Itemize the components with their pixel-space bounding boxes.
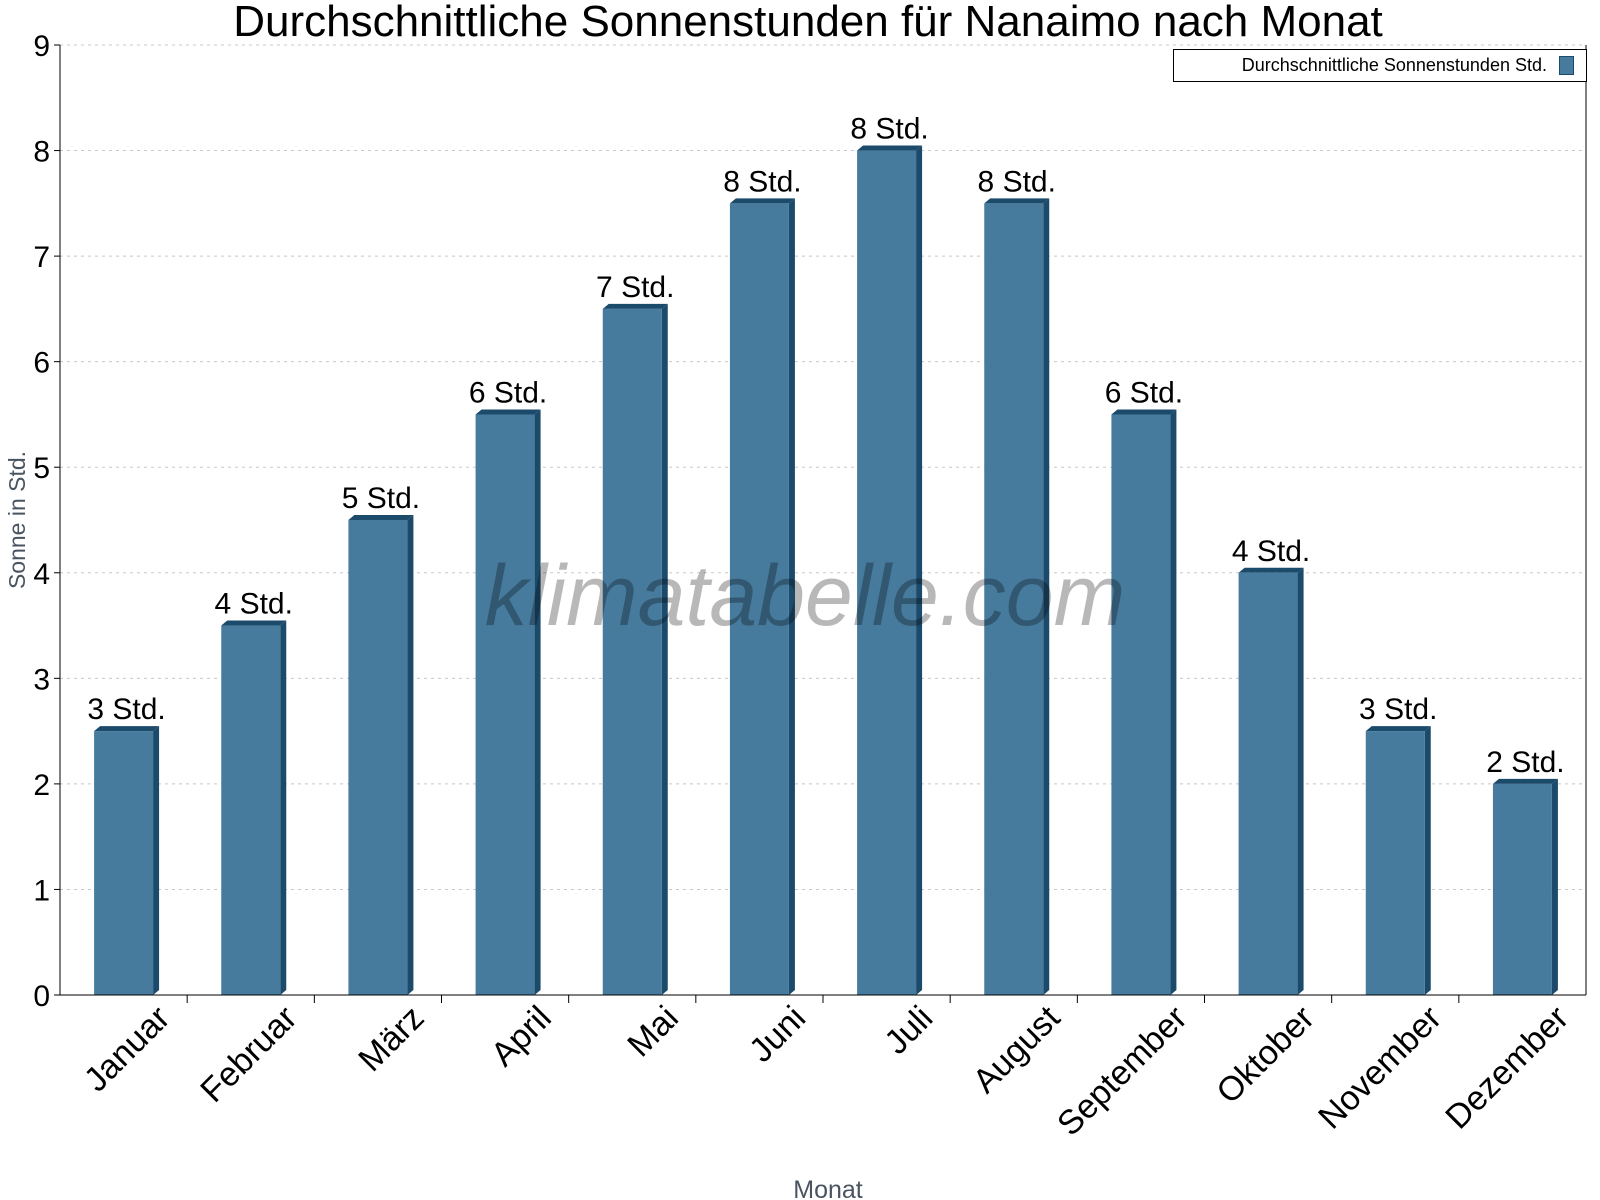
y-tick-label: 9	[33, 30, 50, 63]
bar-top	[602, 303, 668, 309]
data-label: 6 Std.	[1105, 376, 1183, 409]
bar-top	[475, 409, 541, 415]
y-tick-label: 8	[33, 136, 50, 169]
bar-group: 3 Std.	[87, 693, 166, 995]
bar-top	[984, 198, 1050, 204]
x-tick-label: Juli	[877, 999, 940, 1062]
bar-side	[1043, 198, 1050, 996]
bar-top	[729, 198, 795, 204]
x-tick-label: Juni	[742, 999, 813, 1070]
data-label: 8 Std.	[978, 165, 1056, 198]
bar	[94, 731, 154, 995]
data-label: 8 Std.	[723, 165, 801, 198]
bar-top	[94, 726, 160, 732]
y-tick-label: 3	[33, 663, 50, 696]
bar	[1238, 572, 1298, 995]
bar-group: 8 Std.	[723, 165, 802, 996]
y-tick-label: 1	[33, 874, 50, 907]
y-tick-label: 0	[33, 980, 50, 1013]
data-label: 3 Std.	[87, 693, 165, 726]
data-label: 8 Std.	[850, 113, 928, 146]
bar	[1111, 414, 1171, 995]
x-tick-label: Februar	[193, 999, 304, 1110]
bar-side	[153, 726, 160, 995]
bar	[221, 625, 281, 995]
x-tick-label: September	[1050, 999, 1194, 1143]
x-tick-label: Januar	[77, 999, 177, 1099]
bar-top	[1111, 409, 1177, 415]
bar-side	[1297, 567, 1304, 995]
x-tick-label: August	[966, 998, 1068, 1100]
bar	[1492, 783, 1552, 995]
legend-swatch	[1559, 56, 1574, 75]
bar-top	[1365, 726, 1431, 732]
data-label: 6 Std.	[469, 376, 547, 409]
bar	[984, 203, 1044, 996]
bar-side	[1551, 778, 1558, 995]
bar-group: 4 Std.	[1232, 535, 1310, 995]
bar-top	[1492, 778, 1558, 784]
legend-label: Durchschnittliche Sonnenstunden Std.	[1241, 55, 1547, 75]
bar-side	[280, 620, 287, 995]
x-tick-label: Mai	[620, 999, 686, 1065]
x-tick-label: Oktober	[1209, 999, 1321, 1111]
bar-group: 3 Std.	[1359, 693, 1437, 995]
y-tick-label: 2	[33, 769, 50, 802]
bar-group: 8 Std.	[978, 165, 1056, 996]
bar-group: 7 Std.	[596, 271, 674, 995]
grid-lines	[60, 44, 1586, 890]
legend: Durchschnittliche Sonnenstunden Std.	[1173, 49, 1587, 82]
x-tick-label: November	[1311, 999, 1449, 1137]
x-axis-title: Monat	[793, 1176, 863, 1200]
watermark: klimatabelle.com	[485, 548, 1125, 644]
bar-top	[221, 620, 287, 626]
bar-group: 6 Std.	[469, 376, 547, 995]
data-label: 3 Std.	[1359, 693, 1437, 726]
bar-side	[407, 515, 414, 995]
data-label: 2 Std.	[1486, 746, 1564, 779]
y-tick-label: 7	[33, 241, 50, 274]
bar-top	[348, 515, 414, 520]
bar	[602, 308, 662, 995]
bar-group: 6 Std.	[1105, 376, 1183, 995]
data-label: 7 Std.	[596, 271, 674, 304]
y-tick-label: 4	[33, 558, 50, 591]
bars: 3 Std. 4 Std. 5 Std. 6 Std. 7 Std. 8 Std. 8 St…	[87, 113, 1565, 996]
data-label: 4 Std.	[1232, 535, 1310, 568]
data-label: 4 Std.	[215, 588, 293, 621]
y-tick-label: 6	[33, 347, 50, 380]
x-tick-label: März	[351, 999, 431, 1079]
bar-side	[1170, 409, 1177, 995]
bar-group: 8 Std.	[850, 113, 929, 996]
bar-side	[534, 409, 541, 995]
chart-title: Durchschnittliche Sonnenstunden für Nana…	[233, 0, 1383, 46]
bar-top	[857, 145, 923, 151]
bar-group: 2 Std.	[1486, 746, 1565, 995]
bar-side	[916, 145, 923, 996]
data-label: 5 Std.	[342, 482, 420, 515]
bar-top	[1238, 567, 1304, 573]
y-axis-title: Sonne in Std.	[4, 451, 30, 589]
bar	[475, 414, 535, 995]
bar-group: 4 Std.	[215, 588, 293, 995]
bar-side	[1424, 726, 1431, 995]
bar	[348, 520, 408, 995]
x-tick-label: Dezember	[1438, 999, 1576, 1137]
bar	[729, 203, 789, 996]
bar	[1365, 731, 1425, 995]
bar-group: 5 Std.	[342, 482, 420, 995]
bar-side	[661, 303, 668, 995]
x-tick-label: April	[484, 999, 559, 1074]
bar-side	[788, 198, 795, 996]
bar	[857, 150, 917, 996]
y-tick-label: 5	[33, 452, 50, 485]
